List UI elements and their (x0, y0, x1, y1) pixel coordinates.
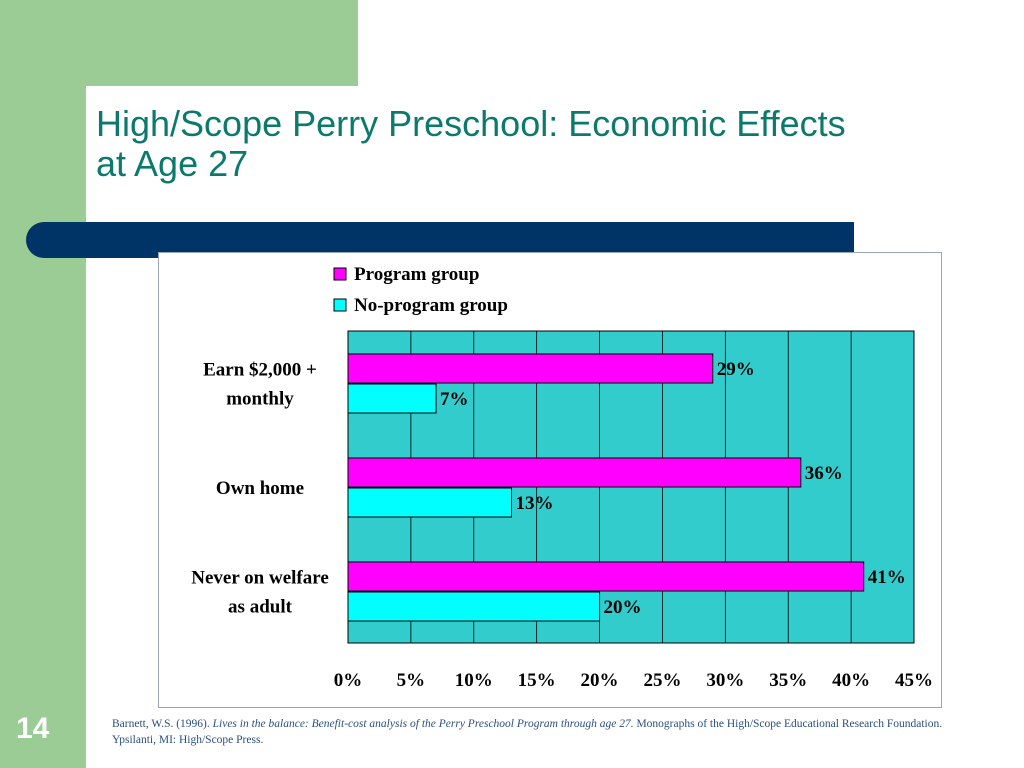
x-tick-label: 40% (832, 670, 870, 691)
category-label: Own home (216, 478, 304, 499)
legend-label: No-program group (354, 295, 508, 316)
x-tick-label: 15% (518, 670, 556, 691)
bar (347, 591, 601, 622)
category-label: as adult (228, 597, 293, 618)
bar (347, 457, 802, 488)
bar (347, 487, 513, 518)
legend-swatch (333, 298, 347, 312)
x-tick-label: 30% (706, 670, 744, 691)
legend-swatch (333, 267, 347, 281)
citation-author: Barnett, W.S. (1996). (112, 718, 213, 730)
slide-title-line-2: at Age 27 (96, 143, 249, 184)
bar (347, 383, 437, 414)
category-label: Earn $2,000 + (203, 360, 317, 381)
category-label: Never on welfare (191, 568, 329, 589)
x-tick-label: 35% (769, 670, 807, 691)
data-label: 29% (717, 359, 755, 380)
bar (347, 561, 865, 592)
data-label: 20% (604, 597, 642, 618)
data-label: 36% (805, 463, 843, 484)
slide-title-line-1: High/Scope Perry Preschool: Economic Eff… (96, 103, 846, 144)
x-tick-label: 45% (895, 670, 933, 691)
category-label: monthly (226, 389, 294, 410)
data-label: 13% (516, 493, 554, 514)
data-label: 7% (440, 389, 469, 410)
slide-number: 14 (16, 712, 50, 745)
slide-title: High/Scope Perry Preschool: Economic Eff… (96, 104, 976, 184)
chart-frame: Program group No-program group 29% 7% Earn $… (158, 252, 942, 708)
x-tick-label: 0% (334, 670, 363, 691)
citation-title: Lives in the balance: Benefit-cost analy… (212, 718, 634, 730)
citation-publisher: Monographs of the High/Scope Educational… (112, 718, 943, 746)
x-tick-label: 10% (455, 670, 493, 691)
citation: Barnett, W.S. (1996). Lives in the balan… (112, 716, 962, 748)
bar (347, 353, 714, 384)
x-tick-label: 5% (397, 670, 426, 691)
data-label: 41% (868, 567, 906, 588)
x-tick-label: 20% (581, 670, 619, 691)
bar-chart: Program group No-program group 29% 7% Earn $… (191, 264, 933, 691)
x-tick-label: 25% (643, 670, 681, 691)
green-side-band (0, 0, 86, 768)
legend-label: Program group (354, 264, 479, 285)
